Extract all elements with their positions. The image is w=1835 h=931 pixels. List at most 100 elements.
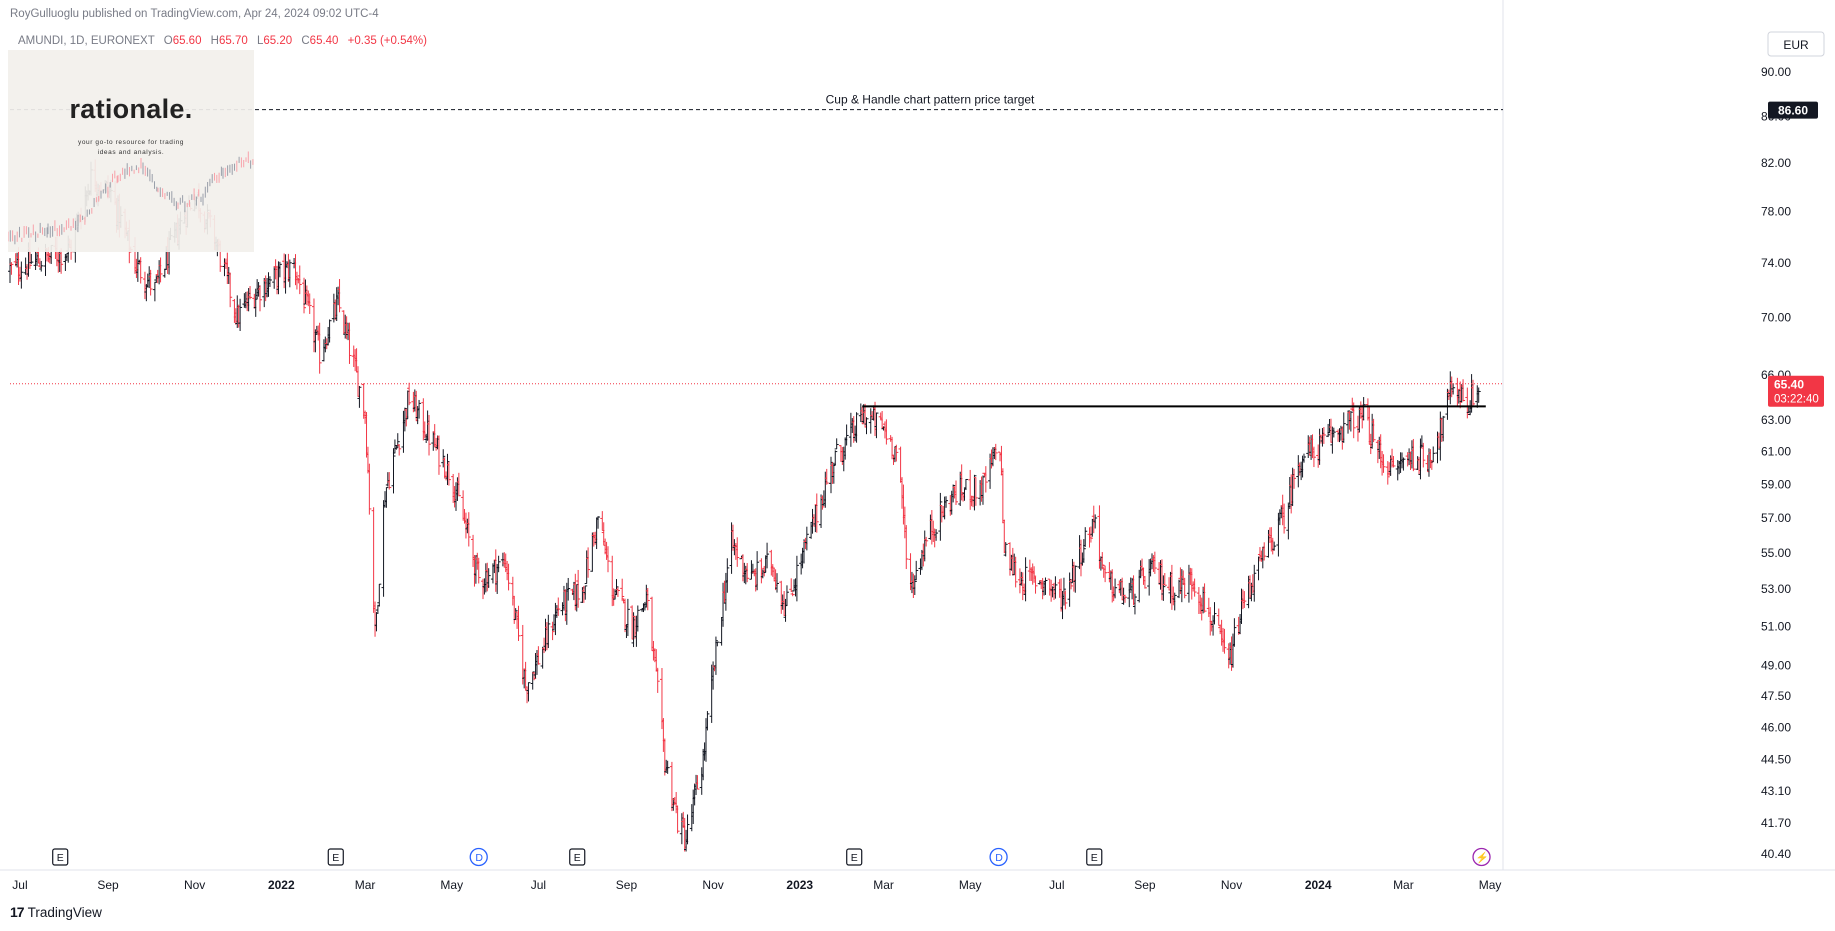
earnings-marker[interactable]: E	[327, 848, 344, 866]
change-value: +0.35 (+0.54%)	[347, 35, 427, 47]
y-tick-label: 78.00	[1761, 205, 1791, 219]
event-markers[interactable]: E E D E E D E ⚡	[52, 847, 1491, 867]
earnings-marker[interactable]: E	[52, 848, 69, 866]
ohlc-bar	[384, 487, 389, 508]
y-tick-label: 46.00	[1761, 720, 1791, 734]
ohlc-bar	[546, 614, 551, 649]
ohlc-bar	[993, 443, 998, 461]
ohlc-bar	[833, 450, 838, 467]
ohlc-bar	[645, 588, 650, 611]
dividend-marker[interactable]: D	[469, 847, 488, 867]
ohlc-bar	[277, 261, 282, 278]
watermark-tagline-2: ideas and analysis.	[97, 149, 165, 156]
ohlc-bar	[248, 286, 253, 300]
upcoming-event-marker[interactable]: ⚡	[1472, 847, 1491, 867]
ohlc-bar	[596, 516, 601, 529]
ohlc-bar	[287, 259, 292, 288]
earnings-marker[interactable]: E	[846, 848, 863, 866]
ohlc-bar	[980, 475, 985, 505]
ohlc-bar	[1321, 427, 1326, 444]
event-marker-label: E	[851, 852, 858, 864]
ohlc-bar	[427, 414, 432, 456]
ohlc-bar	[725, 558, 730, 593]
ohlc-bar	[1441, 415, 1446, 442]
ohlc-bar	[29, 253, 34, 264]
ohlc-bar	[804, 526, 809, 551]
ohlc-bar	[446, 461, 451, 486]
high-value: 65.70	[218, 35, 248, 47]
ohlc-bar	[1282, 503, 1287, 534]
y-tick-label: 51.00	[1761, 620, 1791, 634]
ohlc-bar	[1232, 618, 1237, 647]
low-value: 65.20	[263, 35, 293, 47]
x-tick-label: 2023	[786, 878, 813, 892]
ohlc-bar	[1192, 578, 1197, 597]
y-tick-label: 61.00	[1761, 445, 1791, 459]
event-marker-label: E	[574, 852, 581, 864]
ohlc-bar	[1431, 446, 1436, 463]
ohlc-bar	[39, 260, 44, 272]
event-marker-label: D	[995, 852, 1003, 864]
dividend-marker[interactable]: D	[989, 847, 1008, 867]
ohlc-bar	[327, 319, 332, 343]
ohlc-bar	[884, 419, 889, 445]
symbol-legend[interactable]: AMUNDI, 1D, EURONEXT O65.60 H65.70 L65.2…	[18, 35, 427, 47]
ohlc-bar	[1361, 397, 1366, 421]
ohlc-bar	[1067, 572, 1072, 607]
ohlc-bar	[914, 560, 919, 581]
ohlc-bar	[953, 480, 958, 505]
earnings-marker[interactable]: E	[569, 848, 586, 866]
ohlc-bar	[1451, 383, 1456, 395]
ohlc-bar	[963, 478, 968, 491]
ohlc-bar	[1032, 566, 1037, 583]
ohlc-bar	[1081, 539, 1086, 563]
y-tick-label: 43.10	[1761, 784, 1791, 798]
ohlc-bar	[1033, 576, 1038, 594]
last-price-tag-text: 65.40	[1774, 378, 1804, 392]
ohlc-bar	[1182, 577, 1187, 599]
tradingview-logo[interactable]: 17 TradingView	[10, 904, 102, 920]
ohlc-bar	[715, 641, 720, 647]
ohlc-bar	[1252, 564, 1257, 602]
ohlc-bar	[496, 555, 501, 573]
ohlc-bar	[138, 257, 143, 284]
ohlc-bar	[1043, 577, 1048, 595]
axes: EUR90.0086.0082.0078.0074.0070.0066.0063…	[0, 0, 1835, 892]
ohlc-bar	[1461, 379, 1466, 402]
ohlc-bar	[1465, 387, 1470, 419]
ohlc-bar	[1346, 410, 1351, 434]
y-tick-label: 57.00	[1761, 511, 1791, 525]
ohlc-bar	[844, 424, 849, 446]
currency-box[interactable]	[1767, 31, 1825, 57]
earnings-marker[interactable]: E	[1086, 848, 1103, 866]
ohlc-bar	[789, 578, 794, 593]
symbol-name[interactable]: AMUNDI, 1D, EURONEXT	[18, 35, 155, 47]
last-price-tag	[1768, 375, 1824, 407]
x-tick-label: Mar	[873, 878, 894, 892]
currency-label: EUR	[1783, 38, 1809, 52]
ohlc-bar	[576, 569, 581, 608]
ohlc-bar	[1471, 379, 1476, 408]
x-tick-label: Nov	[184, 878, 205, 892]
ohlc-bar	[1222, 628, 1227, 654]
ohlc-bar	[510, 576, 515, 606]
ohlc-bar	[526, 682, 531, 702]
ohlc-bar	[257, 285, 262, 312]
ohlc-bar	[820, 495, 825, 510]
ohlc-bar	[864, 417, 869, 435]
x-tick-label: May	[959, 878, 982, 892]
ohlc-bar	[705, 711, 710, 731]
ohlc-bar	[1172, 592, 1177, 611]
ohlc-bar	[441, 449, 446, 468]
ohlc-bar	[586, 547, 591, 578]
ohlc-bar	[523, 661, 528, 690]
ohlc-bar	[357, 385, 362, 408]
ohlc-bar	[1371, 418, 1376, 443]
ohlc-bar	[436, 435, 441, 475]
ohlc-bar	[1216, 608, 1221, 627]
ohlc-bar	[1152, 551, 1157, 574]
ohlc-bar	[59, 248, 64, 274]
ohlc-bar	[1093, 514, 1098, 529]
ohlc-bar	[1341, 412, 1346, 443]
